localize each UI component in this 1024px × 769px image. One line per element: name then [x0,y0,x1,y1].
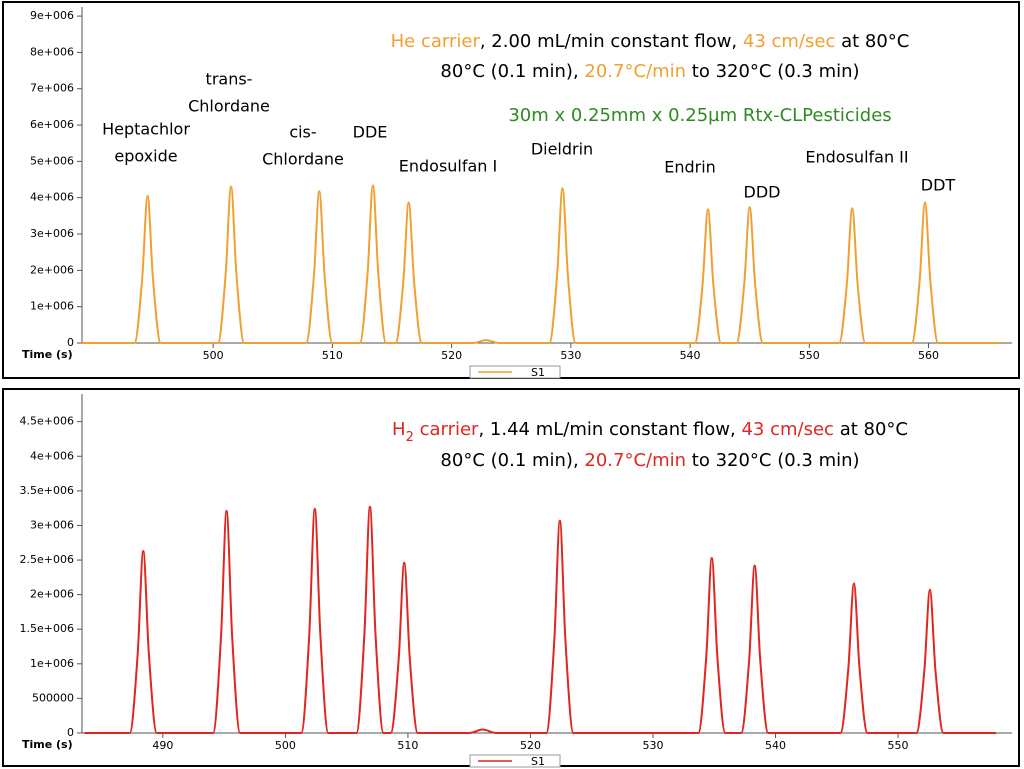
condition-text-part: 80°C (0.1 min), [440,61,584,82]
legend-box [469,365,561,379]
y-tick-label: 1.5e+006 [20,622,74,635]
y-tick-label: 4e+006 [30,449,74,462]
y-tick-label: 2.5e+006 [20,553,74,566]
y-tick-label: 4e+006 [30,191,74,204]
x-tick-label: 510 [397,739,418,752]
peak-label: epoxide [114,147,177,166]
x-tick-label: 560 [918,349,939,362]
x-tick-label: 500 [275,739,296,752]
condition-text: 80°C (0.1 min), 20.7°C/min to 320°C (0.3… [440,61,859,82]
x-tick-label: 490 [152,739,173,752]
condition-text-part: 43 cm/sec [741,419,833,440]
x-tick-label: 550 [799,349,820,362]
y-tick-label: 9e+006 [30,9,74,22]
y-tick-label: 0 [67,336,74,349]
y-tick-label: 1e+006 [30,300,74,313]
peak-label: DDE [353,123,388,142]
y-tick-label: 6e+006 [30,118,74,131]
x-tick-label: 550 [888,739,909,752]
x-tick-label: 500 [203,349,224,362]
peak-label: Heptachlor [102,120,190,139]
condition-text: He carrier, 2.00 mL/min constant flow, 4… [391,31,910,52]
condition-text-part: carrier [414,419,479,440]
peak-label: Chlordane [262,150,344,169]
legend-box [469,754,561,768]
x-tick-label: 540 [765,739,786,752]
y-tick-label: 500000 [32,691,74,704]
peak-label: DDT [921,176,956,195]
condition-text-part: to 320°C (0.3 min) [686,450,860,471]
condition-text-part: 80°C (0.1 min), [440,450,584,471]
y-tick-label: 0 [67,726,74,739]
peak-label: trans- [206,70,253,89]
chromatogram-line [82,184,1001,345]
peak-label: Dieldrin [531,140,593,159]
condition-text-part: , 2.00 mL/min constant flow, [480,31,743,52]
chromatogram-line [84,505,997,735]
peak-label: cis- [289,123,316,142]
condition-text-part: at 80°C [834,419,908,440]
peak-label: Chlordane [188,97,270,116]
condition-text-part: at 80°C [835,31,909,52]
x-tick-label: 530 [560,349,581,362]
y-tick-label: 3e+006 [30,518,74,531]
x-tick-label: 530 [642,739,663,752]
condition-text: H2 carrier, 1.44 mL/min constant flow, 4… [392,419,908,445]
condition-text-part: , 1.44 mL/min constant flow, [478,419,741,440]
x-tick-label: 540 [680,349,701,362]
x-tick-label: 520 [520,739,541,752]
y-tick-label: 3e+006 [30,227,74,240]
y-tick-label: 8e+006 [30,45,74,58]
y-tick-label: 2e+006 [30,263,74,276]
legend-label: S1 [531,755,545,768]
condition-text-part: 2 [406,430,414,445]
legend-label: S1 [531,366,545,379]
condition-text-part: 20.7°C/min [584,450,686,471]
condition-text-part: He carrier [391,31,481,52]
x-axis-label: Time (s) [22,348,73,361]
condition-text: 80°C (0.1 min), 20.7°C/min to 320°C (0.3… [440,450,859,471]
peak-label: Endrin [664,158,716,177]
y-tick-label: 4.5e+006 [20,415,74,428]
y-tick-label: 7e+006 [30,82,74,95]
peak-label: DDD [744,183,781,202]
x-axis-label: Time (s) [22,738,73,751]
condition-text-part: 20.7°C/min [584,61,686,82]
peak-label: Endosulfan II [805,148,908,167]
y-tick-label: 2e+006 [30,588,74,601]
peak-label: Endosulfan I [399,157,498,176]
condition-text-part: H [392,419,406,440]
condition-text: 30m x 0.25mm x 0.25µm Rtx-CLPesticides [508,105,891,126]
bottom-panel-frame [2,388,1020,767]
condition-text-part: to 320°C (0.3 min) [686,61,860,82]
y-tick-label: 3.5e+006 [20,484,74,497]
x-tick-label: 520 [441,349,462,362]
top-panel-frame [2,1,1020,379]
condition-text-part: 30m x 0.25mm x 0.25µm Rtx-CLPesticides [508,105,891,126]
y-tick-label: 1e+006 [30,657,74,670]
x-tick-label: 510 [322,349,343,362]
y-tick-label: 5e+006 [30,154,74,167]
condition-text-part: 43 cm/sec [743,31,835,52]
